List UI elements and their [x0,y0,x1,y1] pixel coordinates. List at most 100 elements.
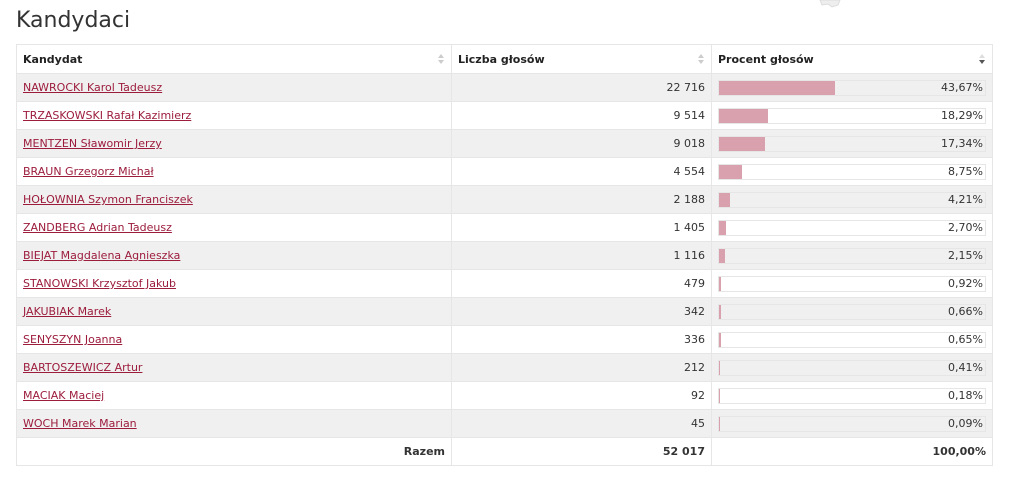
percent-bar-fill [719,164,743,179]
votes-cell: 336 [451,325,712,354]
percent-label: 0,66% [948,304,983,318]
votes-cell: 22 716 [451,73,712,102]
table-row: BARTOSZEWICZ Artur 212 0,41% [16,353,993,382]
candidate-link[interactable]: SENYSZYN Joanna [23,333,123,346]
percent-bar: 4,21% [718,191,986,208]
percent-bar-fill [719,332,721,347]
votes-cell: 4 554 [451,157,712,186]
table-row: NAWROCKI Karol Tadeusz 22 716 43,67% [16,73,993,102]
votes-cell: 212 [451,353,712,382]
percent-bar-fill [719,360,721,375]
percent-bar-fill [719,108,768,123]
column-header-candidate[interactable]: Kandydat [16,44,452,74]
candidate-cell: MENTZEN Sławomir Jerzy [16,129,452,158]
percent-bar: 0,92% [718,275,986,292]
percent-bar: 0,18% [718,387,986,404]
percent-bar: 0,09% [718,415,986,432]
votes-cell: 1 116 [451,241,712,270]
votes-cell: 479 [451,269,712,298]
sort-desc-icon[interactable] [978,53,986,65]
percent-label: 0,09% [948,416,983,430]
table-row: STANOWSKI Krzysztof Jakub 479 0,92% [16,269,993,298]
table-row: ZANDBERG Adrian Tadeusz 1 405 2,70% [16,213,993,242]
percent-cell: 43,67% [711,73,993,102]
sort-both-icon[interactable] [697,53,705,65]
votes-cell: 92 [451,381,712,410]
column-header-percent[interactable]: Procent głosów [711,44,993,74]
candidate-cell: TRZASKOWSKI Rafał Kazimierz [16,101,452,130]
column-header-label: Procent głosów [718,52,814,66]
candidate-link[interactable]: TRZASKOWSKI Rafał Kazimierz [23,109,192,122]
candidate-link[interactable]: WOCH Marek Marian [23,417,137,430]
votes-cell: 9 514 [451,101,712,130]
percent-cell: 0,41% [711,353,993,382]
table-header-row: Kandydat Liczba głosów Procent głosów [16,44,993,74]
candidate-link[interactable]: NAWROCKI Karol Tadeusz [23,81,163,94]
percent-bar-fill [719,136,766,151]
candidate-cell: JAKUBIAK Marek [16,297,452,326]
table-row: BRAUN Grzegorz Michał 4 554 8,75% [16,157,993,186]
candidate-cell: WOCH Marek Marian [16,409,452,438]
votes-cell: 1 405 [451,213,712,242]
percent-cell: 0,66% [711,297,993,326]
percent-cell: 2,15% [711,241,993,270]
map-fragment-icon [819,0,841,8]
column-header-label: Liczba głosów [458,52,545,66]
candidate-link[interactable]: BARTOSZEWICZ Artur [23,361,143,374]
total-votes: 52 017 [451,437,712,466]
column-header-votes[interactable]: Liczba głosów [451,44,712,74]
percent-label: 18,29% [941,108,983,122]
table-row: WOCH Marek Marian 45 0,09% [16,409,993,438]
candidate-cell: HOŁOWNIA Szymon Franciszek [16,185,452,214]
candidate-cell: MACIAK Maciej [16,381,452,410]
sort-both-icon[interactable] [437,53,445,65]
candidate-link[interactable]: MENTZEN Sławomir Jerzy [23,137,162,150]
percent-cell: 0,09% [711,409,993,438]
votes-cell: 9 018 [451,129,712,158]
percent-bar-fill [719,276,722,291]
percent-label: 0,41% [948,360,983,374]
table-row: MENTZEN Sławomir Jerzy 9 018 17,34% [16,129,993,158]
percent-cell: 17,34% [711,129,993,158]
candidate-link[interactable]: JAKUBIAK Marek [23,305,112,318]
percent-cell: 0,92% [711,269,993,298]
candidate-cell: NAWROCKI Karol Tadeusz [16,73,452,102]
candidate-cell: SENYSZYN Joanna [16,325,452,354]
percent-bar-fill [719,304,721,319]
percent-label: 2,15% [948,248,983,262]
votes-cell: 342 [451,297,712,326]
total-label: Razem [16,437,452,466]
percent-bar: 18,29% [718,107,986,124]
percent-bar: 2,15% [718,247,986,264]
table-footer-row: Razem 52 017 100,00% [16,437,993,466]
percent-cell: 8,75% [711,157,993,186]
percent-label: 4,21% [948,192,983,206]
candidate-link[interactable]: STANOWSKI Krzysztof Jakub [23,277,176,290]
candidates-table: Kandydat Liczba głosów Procent głosów [16,44,993,466]
candidate-link[interactable]: BRAUN Grzegorz Michał [23,165,154,178]
percent-cell: 2,70% [711,213,993,242]
table-row: HOŁOWNIA Szymon Franciszek 2 188 4,21% [16,185,993,214]
table-row: TRZASKOWSKI Rafał Kazimierz 9 514 18,29% [16,101,993,130]
percent-bar: 43,67% [718,79,986,96]
table-row: JAKUBIAK Marek 342 0,66% [16,297,993,326]
percent-cell: 4,21% [711,185,993,214]
candidate-link[interactable]: BIEJAT Magdalena Agnieszka [23,249,181,262]
candidate-link[interactable]: ZANDBERG Adrian Tadeusz [23,221,172,234]
candidate-link[interactable]: MACIAK Maciej [23,389,105,402]
percent-bar: 17,34% [718,135,986,152]
percent-label: 0,92% [948,276,983,290]
candidate-cell: BRAUN Grzegorz Michał [16,157,452,186]
percent-label: 43,67% [941,80,983,94]
total-percent: 100,00% [711,437,993,466]
table-row: BIEJAT Magdalena Agnieszka 1 116 2,15% [16,241,993,270]
percent-label: 2,70% [948,220,983,234]
candidate-cell: BIEJAT Magdalena Agnieszka [16,241,452,270]
percent-bar-fill [719,248,725,263]
table-row: SENYSZYN Joanna 336 0,65% [16,325,993,354]
percent-label: 8,75% [948,164,983,178]
candidate-link[interactable]: HOŁOWNIA Szymon Franciszek [23,193,193,206]
table-row: MACIAK Maciej 92 0,18% [16,381,993,410]
percent-bar: 0,65% [718,331,986,348]
percent-cell: 18,29% [711,101,993,130]
